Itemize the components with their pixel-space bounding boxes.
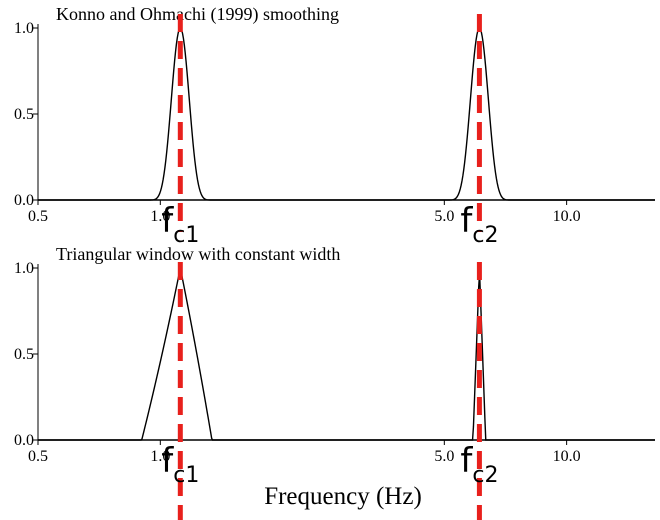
x-tick-label: 5.0 [434, 448, 454, 465]
window-curve-1 [38, 27, 655, 201]
frequency-subscript: c1 [173, 463, 199, 488]
x-axis-label: Frequency (Hz) [264, 483, 422, 510]
x-tick-label: 0.5 [28, 208, 48, 225]
y-tick-label: 0.5 [14, 106, 34, 123]
frequency-symbol: f [460, 201, 473, 241]
x-tick-label: 1.0 [150, 448, 170, 465]
panel-title: Triangular window with constant width [56, 244, 340, 264]
center-frequency-label-1: fc1 [161, 201, 199, 248]
y-tick-label: 1.0 [14, 260, 34, 277]
center-frequency-label-2: fc2 [460, 441, 498, 488]
y-tick-label: 0.0 [14, 192, 34, 209]
y-tick-label: 0.0 [14, 432, 34, 449]
panel-title: Konno and Ohmachi (1999) smoothing [56, 4, 339, 25]
window-curve-2 [38, 27, 655, 201]
window-curve-2 [38, 273, 655, 441]
center-frequency-label-2: fc2 [460, 201, 498, 248]
x-tick-label: 1.0 [150, 208, 170, 225]
x-tick-label: 10.0 [553, 448, 581, 465]
x-tick-label: 5.0 [434, 208, 454, 225]
x-tick-label: 0.5 [28, 448, 48, 465]
frequency-symbol: f [460, 441, 473, 481]
x-tick-label: 10.0 [553, 208, 581, 225]
y-tick-label: 1.0 [14, 20, 34, 37]
frequency-symbol: f [161, 201, 174, 241]
center-frequency-label-1: fc1 [161, 441, 199, 488]
frequency-subscript: c1 [173, 223, 199, 248]
frequency-subscript: c2 [472, 223, 498, 248]
frequency-subscript: c2 [472, 463, 498, 488]
frequency-symbol: f [161, 441, 174, 481]
window-curve-1 [38, 268, 655, 441]
y-tick-label: 0.5 [14, 346, 34, 363]
